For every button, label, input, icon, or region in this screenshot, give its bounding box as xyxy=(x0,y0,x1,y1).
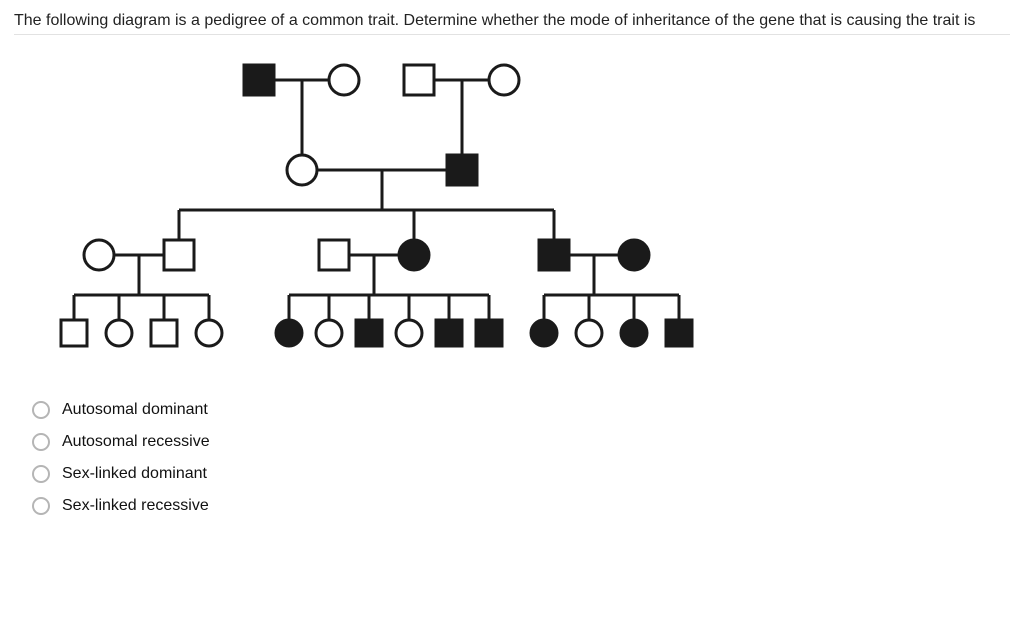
radio-icon xyxy=(32,465,50,483)
option-sex-linked-dominant[interactable]: Sex-linked dominant xyxy=(32,465,1010,483)
option-label: Autosomal recessive xyxy=(62,433,210,451)
radio-icon xyxy=(32,401,50,419)
question-text: The following diagram is a pedigree of a… xyxy=(14,10,1010,35)
radio-icon xyxy=(32,497,50,515)
option-label: Autosomal dominant xyxy=(62,401,208,419)
option-autosomal-recessive[interactable]: Autosomal recessive xyxy=(32,433,1010,451)
radio-icon xyxy=(32,433,50,451)
answer-options: Autosomal dominant Autosomal recessive S… xyxy=(32,401,1010,515)
option-autosomal-dominant[interactable]: Autosomal dominant xyxy=(32,401,1010,419)
option-sex-linked-recessive[interactable]: Sex-linked recessive xyxy=(32,497,1010,515)
pedigree-diagram xyxy=(44,45,1010,375)
option-label: Sex-linked recessive xyxy=(62,497,209,515)
option-label: Sex-linked dominant xyxy=(62,465,207,483)
pedigree-svg xyxy=(44,45,784,375)
